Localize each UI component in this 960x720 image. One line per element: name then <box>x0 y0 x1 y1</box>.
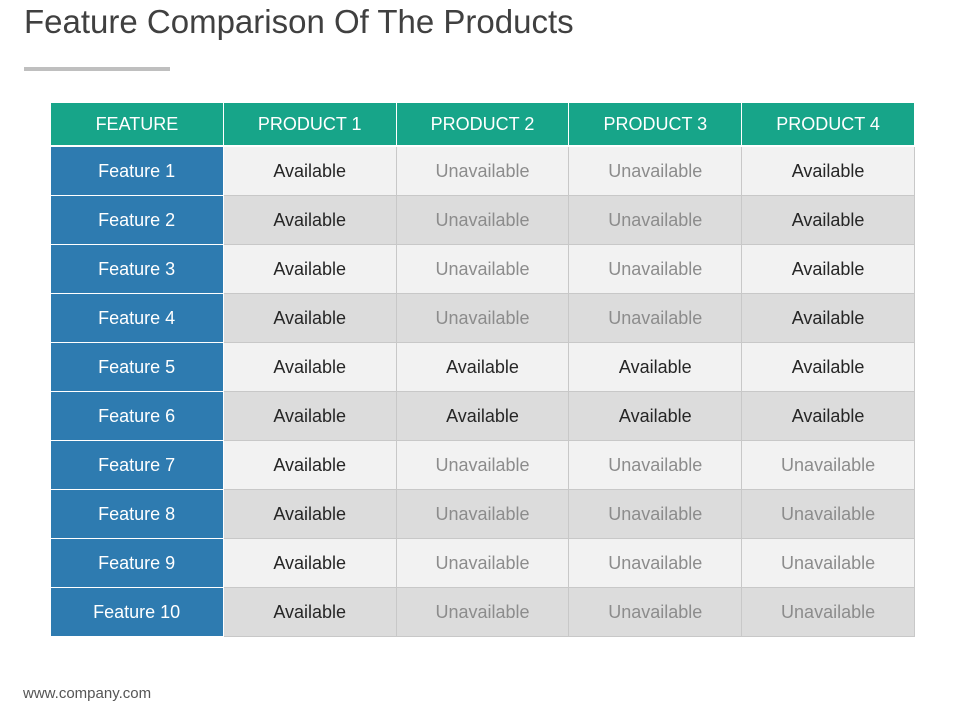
product-2-cell: Unavailable <box>395 538 570 588</box>
table-row: Feature 10 Available Unavailable Unavail… <box>50 587 915 637</box>
product-4-cell: Available <box>741 293 915 343</box>
product-2-cell: Unavailable <box>395 195 570 245</box>
product-4-cell: Available <box>741 145 915 196</box>
product-4-cell: Available <box>741 244 915 294</box>
product-4-cell: Available <box>741 195 915 245</box>
product-2-cell: Unavailable <box>395 244 570 294</box>
product-2-cell: Unavailable <box>395 489 570 539</box>
table-row: Feature 3 Available Unavailable Unavaila… <box>50 244 915 294</box>
product-1-cell: Available <box>222 391 397 441</box>
feature-label: Feature 7 <box>50 440 224 490</box>
product-1-cell: Available <box>222 587 397 637</box>
product-3-cell: Unavailable <box>568 145 743 196</box>
product-1-cell: Available <box>222 244 397 294</box>
product-2-cell: Unavailable <box>395 293 570 343</box>
table-row: Feature 4 Available Unavailable Unavaila… <box>50 293 915 343</box>
product-4-cell: Unavailable <box>741 440 915 490</box>
product-2-cell: Unavailable <box>395 587 570 637</box>
product-1-cell: Available <box>222 293 397 343</box>
product-3-cell: Unavailable <box>568 293 743 343</box>
product-3-cell: Unavailable <box>568 587 743 637</box>
product-4-cell: Unavailable <box>741 489 915 539</box>
product-3-cell: Unavailable <box>568 538 743 588</box>
product-3-cell: Available <box>568 391 743 441</box>
feature-label: Feature 5 <box>50 342 224 392</box>
product-1-cell: Available <box>222 145 397 196</box>
product-1-cell: Available <box>222 440 397 490</box>
feature-label: Feature 1 <box>50 145 224 196</box>
product-2-cell: Available <box>395 342 570 392</box>
product-1-cell: Available <box>222 342 397 392</box>
product-3-cell: Unavailable <box>568 244 743 294</box>
table-header-row: FEATURE PRODUCT 1 PRODUCT 2 PRODUCT 3 PR… <box>50 103 915 147</box>
page-title: Feature Comparison Of The Products <box>24 3 574 40</box>
product-2-cell: Unavailable <box>395 440 570 490</box>
feature-label: Feature 4 <box>50 293 224 343</box>
product-4-cell: Unavailable <box>741 538 915 588</box>
feature-label: Feature 2 <box>50 195 224 245</box>
product-1-cell: Available <box>222 538 397 588</box>
table-row: Feature 6 Available Available Available … <box>50 391 915 441</box>
header-product-2: PRODUCT 2 <box>395 103 570 147</box>
product-1-cell: Available <box>222 195 397 245</box>
product-3-cell: Available <box>568 342 743 392</box>
product-2-cell: Unavailable <box>395 145 570 196</box>
table-row: Feature 7 Available Unavailable Unavaila… <box>50 440 915 490</box>
product-3-cell: Unavailable <box>568 440 743 490</box>
header-feature: FEATURE <box>50 103 224 147</box>
product-4-cell: Available <box>741 391 915 441</box>
feature-comparison-table: FEATURE PRODUCT 1 PRODUCT 2 PRODUCT 3 PR… <box>50 103 915 637</box>
feature-label: Feature 10 <box>50 587 224 637</box>
product-3-cell: Unavailable <box>568 195 743 245</box>
header-product-4: PRODUCT 4 <box>741 103 915 147</box>
product-4-cell: Available <box>741 342 915 392</box>
feature-label: Feature 3 <box>50 244 224 294</box>
feature-label: Feature 6 <box>50 391 224 441</box>
footer-url: www.company.com <box>23 685 152 702</box>
header-product-3: PRODUCT 3 <box>568 103 743 147</box>
table-row: Feature 9 Available Unavailable Unavaila… <box>50 538 915 588</box>
title-underline <box>24 67 170 71</box>
product-4-cell: Unavailable <box>741 587 915 637</box>
product-3-cell: Unavailable <box>568 489 743 539</box>
header-product-1: PRODUCT 1 <box>222 103 397 147</box>
feature-label: Feature 9 <box>50 538 224 588</box>
table-row: Feature 1 Available Unavailable Unavaila… <box>50 145 915 196</box>
product-1-cell: Available <box>222 489 397 539</box>
table-row: Feature 2 Available Unavailable Unavaila… <box>50 195 915 245</box>
product-2-cell: Available <box>395 391 570 441</box>
table-row: Feature 8 Available Unavailable Unavaila… <box>50 489 915 539</box>
table-row: Feature 5 Available Available Available … <box>50 342 915 392</box>
feature-label: Feature 8 <box>50 489 224 539</box>
